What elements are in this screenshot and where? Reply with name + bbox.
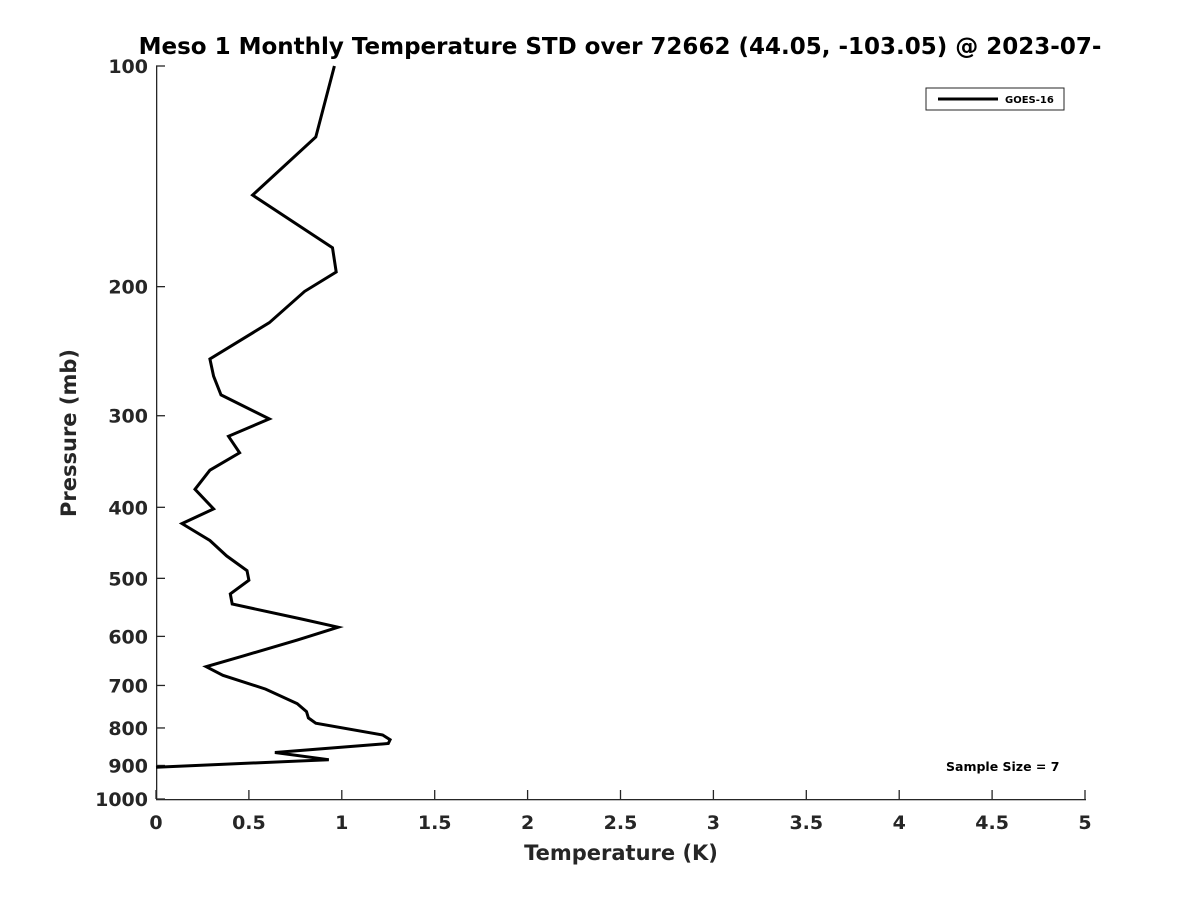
y-tick-label: 600 — [108, 626, 148, 648]
y-axis-ticks: 100 200 300 400 500 600 700 800 900 1000 — [95, 56, 165, 811]
legend: GOES-16 — [925, 87, 1065, 111]
x-tick-label: 0.5 — [232, 812, 266, 834]
x-tick-label: 5 — [1078, 812, 1091, 834]
x-axis-label: Temperature (K) — [524, 841, 718, 865]
plot-frame-bottom — [156, 799, 1086, 801]
y-tick-label: 900 — [108, 755, 148, 777]
x-tick-label: 4.5 — [975, 812, 1009, 834]
plot-frame-left — [156, 66, 158, 800]
y-tick-label: 1000 — [95, 789, 148, 811]
y-tick-label: 800 — [108, 718, 148, 740]
chart-title: Meso 1 Monthly Temperature STD over 7266… — [139, 34, 1102, 60]
x-tick-label: 3 — [707, 812, 720, 834]
y-tick-label: 300 — [108, 406, 148, 428]
y-tick-label: 100 — [108, 56, 148, 78]
y-tick-label: 700 — [108, 675, 148, 697]
y-tick-label: 200 — [108, 277, 148, 299]
x-tick-label: 1 — [335, 812, 348, 834]
x-tick-label: 1.5 — [418, 812, 452, 834]
y-axis-label: Pressure (mb) — [57, 349, 81, 517]
x-axis-ticks: 0 0.5 1 1.5 2 2.5 3 3.5 4 4.5 5 — [149, 790, 1092, 834]
x-tick-label: 4 — [893, 812, 906, 834]
legend-entry-goes-16: GOES-16 — [1005, 95, 1054, 106]
sample-size-annotation: Sample Size = 7 — [946, 759, 1059, 774]
x-tick-label: 2 — [521, 812, 534, 834]
plot-area — [156, 66, 1086, 801]
x-tick-label: 3.5 — [789, 812, 823, 834]
y-tick-label: 500 — [108, 568, 148, 590]
series-line-goes-16 — [155, 65, 393, 769]
x-tick-label: 0 — [149, 812, 162, 834]
x-tick-label: 2.5 — [604, 812, 638, 834]
y-tick-label: 400 — [108, 497, 148, 519]
